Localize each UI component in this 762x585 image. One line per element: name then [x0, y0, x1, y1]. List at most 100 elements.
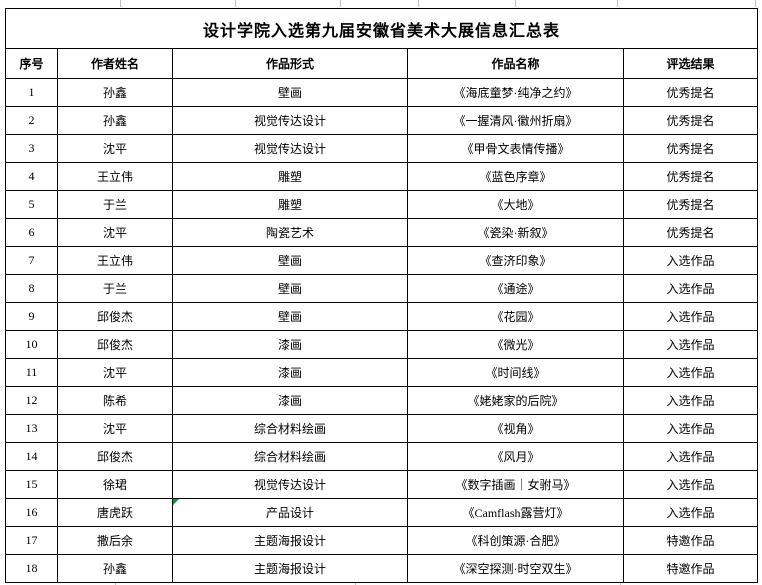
cell-seq: 9: [5, 302, 58, 331]
table-row: 9 邱俊杰 壁画 《花园》 入选作品: [5, 302, 759, 331]
cell-form: 视觉传达设计: [172, 470, 408, 499]
cell-form: 综合材料绘画: [172, 442, 408, 471]
table-row: 13 沈平 综合材料绘画 《视角》 入选作品: [5, 414, 759, 443]
cell-form: 壁画: [172, 246, 408, 275]
cell-form: 壁画: [172, 78, 408, 107]
gridline-stub: [755, 0, 756, 7]
cell-result: 特邀作品: [622, 554, 759, 583]
cell-author: 王立伟: [57, 162, 173, 191]
cell-author: 王立伟: [57, 246, 173, 275]
cell-author: 沈平: [57, 358, 173, 387]
cell-work-title: 《蓝色序章》: [407, 162, 624, 191]
cell-work-title: 《科创策源·合肥》: [407, 526, 624, 555]
cell-form: 壁画: [172, 274, 408, 303]
table-row: 3 沈平 视觉传达设计 《甲骨文表情传播》 优秀提名: [5, 134, 759, 163]
cell-work-title: 《姥姥家的后院》: [407, 386, 624, 415]
cell-form: 视觉传达设计: [172, 106, 408, 135]
cell-work-title: 《数字插画｜女驸马》: [407, 470, 624, 499]
cell-form: 壁画: [172, 302, 408, 331]
cell-result: 入选作品: [622, 246, 759, 275]
header-seq: 序号: [5, 48, 58, 79]
table-row: 15 徐珺 视觉传达设计 《数字插画｜女驸马》 入选作品: [5, 470, 759, 499]
cell-author: 唐虎跃: [57, 498, 173, 527]
gridline-stub: [620, 581, 621, 585]
cell-error-indicator-triangle: [173, 499, 179, 505]
cell-author: 孙鑫: [57, 106, 173, 135]
cell-work-title: 《大地》: [407, 190, 624, 219]
cell-result: 入选作品: [622, 386, 759, 415]
table-row: 16 唐虎跃 产品设计 《Camflash露营灯》 入选作品: [5, 498, 759, 527]
cell-result: 优秀提名: [622, 218, 759, 247]
cell-seq: 7: [5, 246, 58, 275]
cell-seq: 14: [5, 442, 58, 471]
cell-author: 沈平: [57, 218, 173, 247]
gridline-stub: [418, 0, 419, 7]
cell-result: 入选作品: [622, 274, 759, 303]
cell-work-title: 《甲骨文表情传播》: [407, 134, 624, 163]
header-row: 序号 作者姓名 作品形式 作品名称 评选结果: [5, 48, 759, 79]
header-author: 作者姓名: [57, 48, 173, 79]
cell-result: 入选作品: [622, 414, 759, 443]
cell-work-title: 《海底童梦·纯净之约》: [407, 78, 624, 107]
gridline-stub: [120, 0, 121, 7]
table-row: 14 邱俊杰 综合材料绘画 《风月》 入选作品: [5, 442, 759, 471]
cell-form: 陶瓷艺术: [172, 218, 408, 247]
gridline-stub: [115, 581, 116, 585]
cell-result: 入选作品: [622, 330, 759, 359]
cell-result: 入选作品: [622, 470, 759, 499]
table-row: 8 于兰 壁画 《通途》 入选作品: [5, 274, 759, 303]
cell-work-title: 《微光》: [407, 330, 624, 359]
cell-seq: 6: [5, 218, 58, 247]
cell-author: 沈平: [57, 414, 173, 443]
cell-seq: 10: [5, 330, 58, 359]
cell-seq: 13: [5, 414, 58, 443]
cell-work-title: 《花园》: [407, 302, 624, 331]
cell-form: 主题海报设计: [172, 526, 408, 555]
cell-form: 雕塑: [172, 162, 408, 191]
cell-seq: 15: [5, 470, 58, 499]
cell-seq: 1: [5, 78, 58, 107]
cell-seq: 16: [5, 498, 58, 527]
cell-author: 孙鑫: [57, 554, 173, 583]
cell-work-title: 《深空探测·时空双生》: [407, 554, 624, 583]
cell-author: 撒后余: [57, 526, 173, 555]
cell-form: 产品设计: [172, 498, 408, 527]
gridline-stub: [515, 0, 516, 7]
table-row: 5 于兰 雕塑 《大地》 优秀提名: [5, 190, 759, 219]
table-title: 设计学院入选第九届安徽省美术大展信息汇总表: [4, 8, 759, 49]
cell-form: 漆画: [172, 358, 408, 387]
table-row: 17 撒后余 主题海报设计 《科创策源·合肥》 特邀作品: [5, 526, 759, 555]
cell-seq: 8: [5, 274, 58, 303]
cell-result: 优秀提名: [622, 162, 759, 191]
cell-result: 入选作品: [622, 302, 759, 331]
cell-author: 于兰: [57, 274, 173, 303]
cell-author: 邱俊杰: [57, 442, 173, 471]
table-row: 11 沈平 漆画 《时间线》 入选作品: [5, 358, 759, 387]
cell-form: 漆画: [172, 386, 408, 415]
cell-result: 入选作品: [622, 442, 759, 471]
cell-form: 主题海报设计: [172, 554, 408, 583]
table-row: 1 孙鑫 壁画 《海底童梦·纯净之约》 优秀提名: [5, 78, 759, 107]
summary-table: 设计学院入选第九届安徽省美术大展信息汇总表 序号 作者姓名 作品形式 作品名称 …: [4, 8, 759, 583]
cell-author: 邱俊杰: [57, 330, 173, 359]
cell-work-title: 《查济印象》: [407, 246, 624, 275]
cell-form: 雕塑: [172, 190, 408, 219]
cell-work-title: 《一握清风·徽州折扇》: [407, 106, 624, 135]
cell-work-title: 《视角》: [407, 414, 624, 443]
cell-result: 入选作品: [622, 358, 759, 387]
cell-author: 于兰: [57, 190, 173, 219]
title-row: 设计学院入选第九届安徽省美术大展信息汇总表: [4, 8, 759, 49]
cell-result: 优秀提名: [622, 78, 759, 107]
cell-work-title: 《瓷染·新叙》: [407, 218, 624, 247]
table-row: 10 邱俊杰 漆画 《微光》 入选作品: [5, 330, 759, 359]
cell-result: 特邀作品: [622, 526, 759, 555]
gridline-stub: [617, 0, 618, 7]
cell-result: 优秀提名: [622, 190, 759, 219]
cell-form: 漆画: [172, 330, 408, 359]
cell-author: 徐珺: [57, 470, 173, 499]
cell-author: 邱俊杰: [57, 302, 173, 331]
cell-seq: 4: [5, 162, 58, 191]
table-row: 4 王立伟 雕塑 《蓝色序章》 优秀提名: [5, 162, 759, 191]
cell-seq: 18: [5, 554, 58, 583]
